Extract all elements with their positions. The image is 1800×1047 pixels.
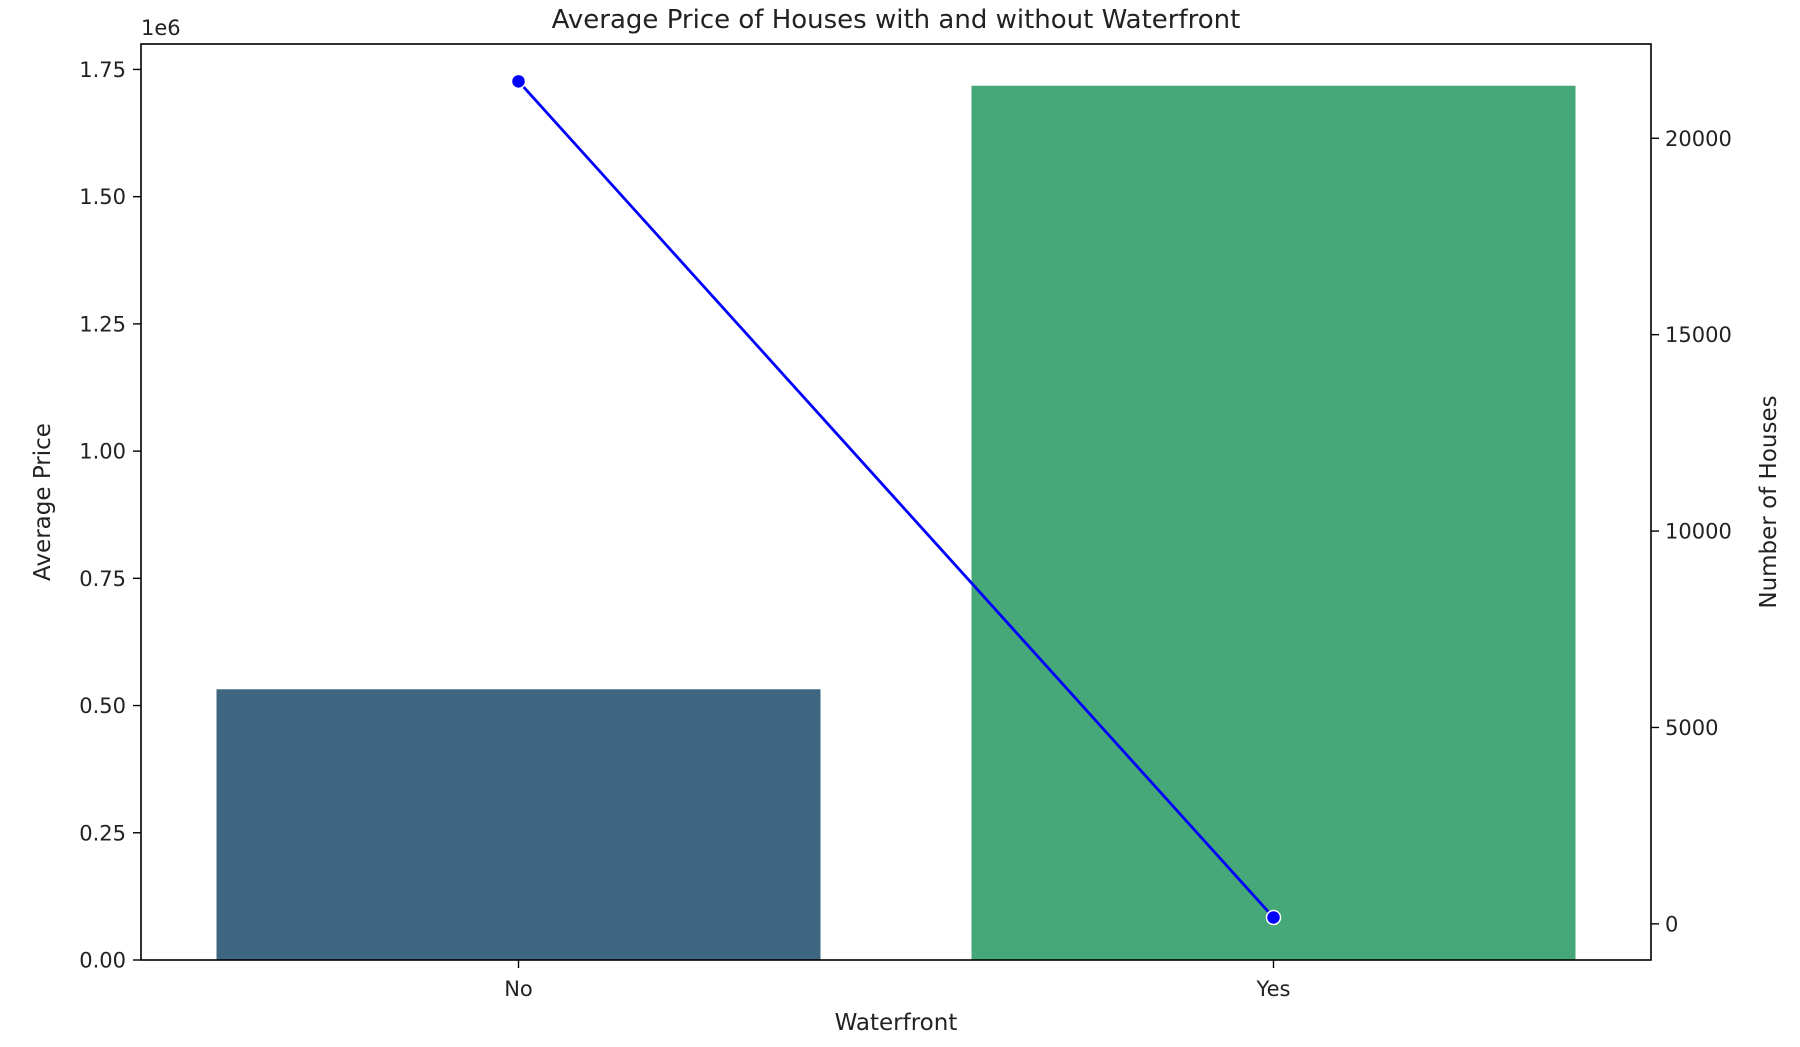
plot-frame <box>140 43 1652 961</box>
ticks-layer: 0.00 0.25 0.50 0.75 1.00 1.25 1.50 1.75 0 5000 100… <box>79 58 1732 1001</box>
x-tick-label: Yes <box>1256 977 1291 1001</box>
y2-tick-label: 10000 <box>1665 520 1732 544</box>
y2-tick-label: 15000 <box>1665 323 1732 347</box>
x-axis-label: Waterfront <box>835 1010 958 1036</box>
bar-yes <box>971 85 1576 961</box>
chart-title: Average Price of Houses with and without… <box>552 5 1241 35</box>
y-tick-label: 1.00 <box>79 440 126 464</box>
bar-no <box>216 689 821 960</box>
y-tick-label: 0.75 <box>79 567 126 591</box>
y-tick-label: 1.75 <box>79 58 126 82</box>
bars-layer <box>216 85 1576 961</box>
y-tick-label: 1.25 <box>79 312 126 336</box>
count-point-yes <box>1265 909 1282 926</box>
y-tick-label: 0.00 <box>79 949 126 973</box>
x-tick-label: No <box>504 977 533 1001</box>
y-axis-offset-label: 1e6 <box>141 16 181 40</box>
line-layer <box>510 73 1282 926</box>
y-tick-label: 1.50 <box>79 185 126 209</box>
y2-tick-label: 20000 <box>1665 127 1732 151</box>
y2-tick-label: 0 <box>1665 912 1678 936</box>
count-line <box>517 80 1275 919</box>
y-tick-label: 0.25 <box>79 821 126 845</box>
y-axis-label: Average Price <box>30 423 56 581</box>
y2-tick-label: 5000 <box>1665 716 1718 740</box>
y-tick-label: 0.50 <box>79 694 126 718</box>
y2-axis-label: Number of Houses <box>1756 395 1782 608</box>
count-point-no <box>510 73 527 90</box>
